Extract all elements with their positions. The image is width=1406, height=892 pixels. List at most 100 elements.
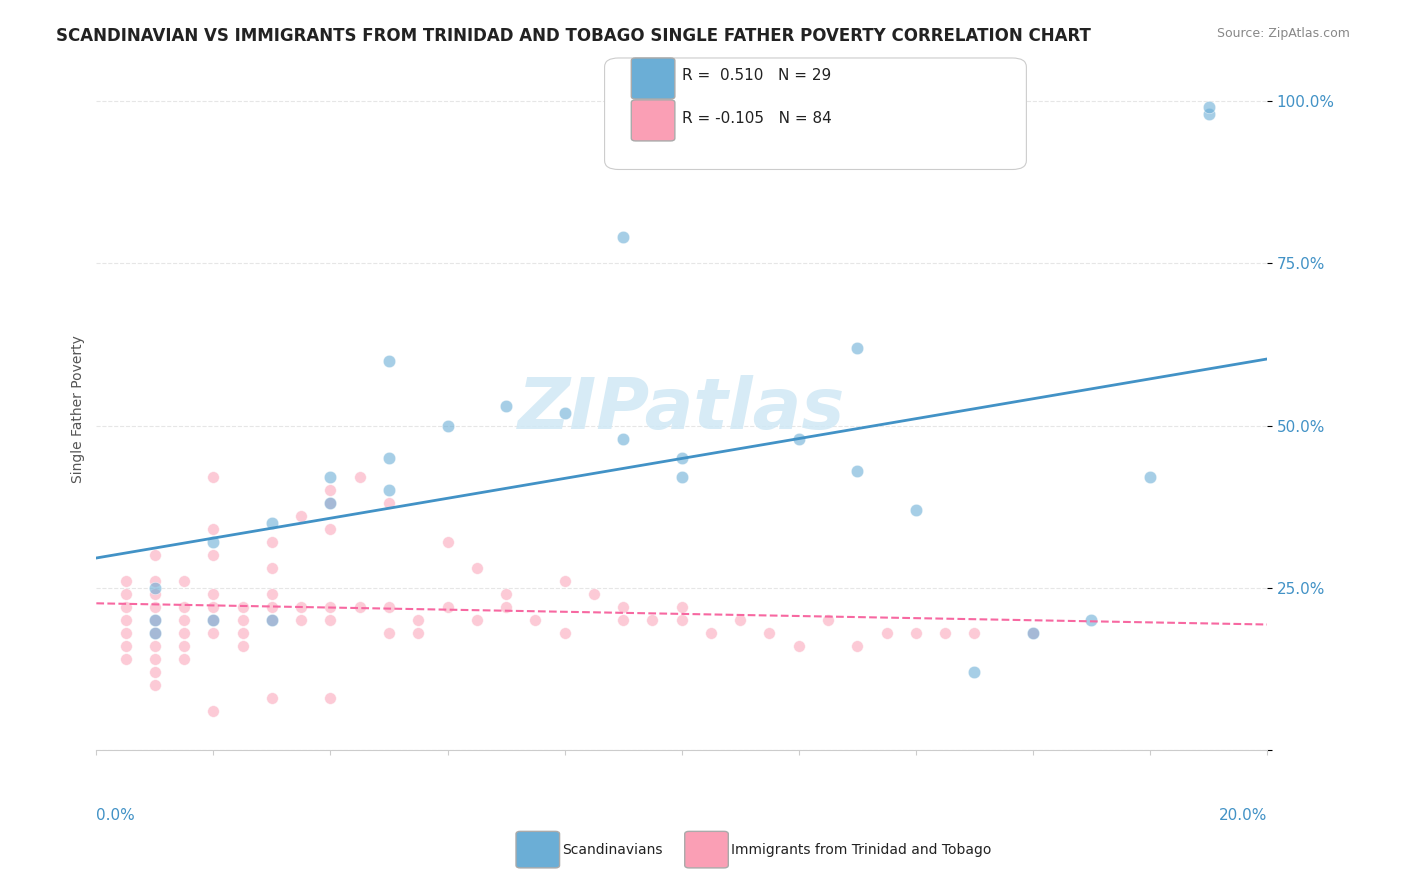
Point <box>143 626 166 640</box>
Point <box>143 600 166 615</box>
Point <box>260 587 283 601</box>
Point <box>349 470 371 484</box>
Point <box>143 613 166 627</box>
Point <box>671 470 693 484</box>
Point <box>173 639 195 653</box>
Point <box>554 406 576 420</box>
Point <box>232 600 254 615</box>
Point <box>612 230 634 244</box>
Point <box>232 626 254 640</box>
Point <box>612 432 634 446</box>
Point <box>143 678 166 692</box>
Point <box>612 600 634 615</box>
Point <box>876 626 898 640</box>
Point <box>582 587 605 601</box>
Point <box>173 613 195 627</box>
Point <box>173 652 195 666</box>
Point <box>202 549 225 563</box>
Point <box>1022 626 1045 640</box>
Point <box>378 483 401 498</box>
Point <box>495 600 517 615</box>
Point <box>202 587 225 601</box>
Point <box>612 613 634 627</box>
Point <box>143 613 166 627</box>
Point <box>143 587 166 601</box>
Point <box>408 613 430 627</box>
Point <box>260 516 283 530</box>
Point <box>143 665 166 680</box>
Point <box>846 341 869 355</box>
Point <box>143 574 166 589</box>
Point <box>934 626 956 640</box>
Point <box>787 639 810 653</box>
Point <box>319 600 342 615</box>
Point <box>202 535 225 549</box>
Point <box>963 626 986 640</box>
Point <box>114 652 136 666</box>
Text: Source: ZipAtlas.com: Source: ZipAtlas.com <box>1216 27 1350 40</box>
Point <box>671 600 693 615</box>
Y-axis label: Single Father Poverty: Single Father Poverty <box>72 335 86 483</box>
Point <box>436 535 458 549</box>
Point <box>436 600 458 615</box>
Point <box>378 353 401 368</box>
Point <box>1022 626 1045 640</box>
Text: Scandinavians: Scandinavians <box>562 843 662 857</box>
Point <box>319 496 342 510</box>
Point <box>524 613 547 627</box>
Point <box>1198 100 1220 114</box>
Point <box>436 418 458 433</box>
Point <box>319 483 342 498</box>
Point <box>378 600 401 615</box>
Point <box>817 613 839 627</box>
Point <box>728 613 751 627</box>
Point <box>260 613 283 627</box>
Point <box>173 600 195 615</box>
Point <box>495 399 517 413</box>
Point <box>114 574 136 589</box>
Point <box>143 626 166 640</box>
Point <box>319 522 342 536</box>
Point <box>260 613 283 627</box>
Text: 0.0%: 0.0% <box>97 808 135 823</box>
Point <box>232 639 254 653</box>
Point <box>378 626 401 640</box>
Point <box>319 613 342 627</box>
Point <box>260 561 283 575</box>
Point <box>260 535 283 549</box>
Point <box>319 691 342 706</box>
Point <box>671 613 693 627</box>
Point <box>202 470 225 484</box>
Point <box>202 600 225 615</box>
Point <box>319 496 342 510</box>
Point <box>904 626 927 640</box>
Point <box>290 509 312 524</box>
Point <box>173 574 195 589</box>
Point <box>465 613 488 627</box>
Point <box>202 626 225 640</box>
Point <box>114 600 136 615</box>
Point <box>143 639 166 653</box>
Text: SCANDINAVIAN VS IMMIGRANTS FROM TRINIDAD AND TOBAGO SINGLE FATHER POVERTY CORREL: SCANDINAVIAN VS IMMIGRANTS FROM TRINIDAD… <box>56 27 1091 45</box>
Point <box>963 665 986 680</box>
Point <box>554 574 576 589</box>
Point <box>495 587 517 601</box>
Point <box>173 626 195 640</box>
Point <box>202 613 225 627</box>
Point <box>114 639 136 653</box>
Point <box>846 639 869 653</box>
Point <box>349 600 371 615</box>
Text: R = -0.105   N = 84: R = -0.105 N = 84 <box>682 112 832 126</box>
Point <box>202 522 225 536</box>
Point <box>641 613 664 627</box>
Point <box>846 464 869 478</box>
Point <box>1198 107 1220 121</box>
Point <box>260 691 283 706</box>
Point <box>758 626 780 640</box>
Point <box>671 450 693 465</box>
Point <box>904 503 927 517</box>
Point <box>114 587 136 601</box>
Point <box>554 626 576 640</box>
Point <box>378 496 401 510</box>
Point <box>290 613 312 627</box>
